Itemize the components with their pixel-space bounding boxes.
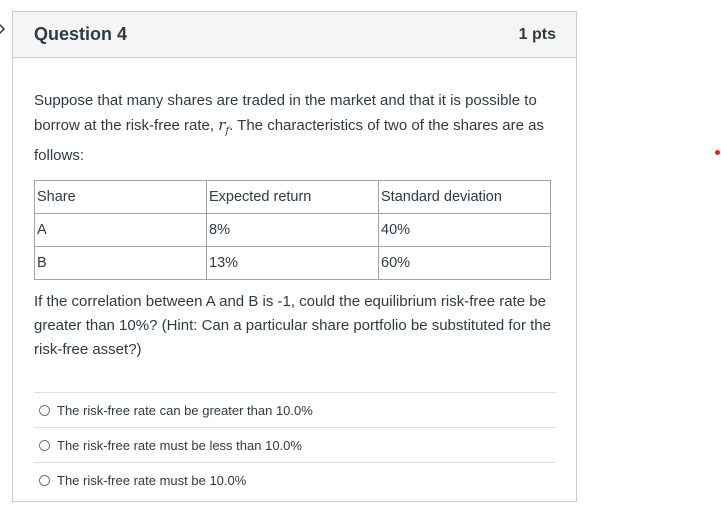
question-followup-text: If the correlation between A and B is -1… <box>34 293 551 358</box>
table-cell: 40% <box>378 213 551 247</box>
question-text-part2: . The characteristics of two of the shar… <box>34 117 544 164</box>
radio-button[interactable] <box>39 404 50 416</box>
table-header-cell: Standard deviation <box>378 180 551 214</box>
table-cell: B <box>34 246 207 280</box>
table-row: A 8% 40% <box>34 213 551 247</box>
question-text: Suppose that many shares are traded in t… <box>34 89 556 168</box>
table-header-cell: Share <box>34 180 207 214</box>
answer-option[interactable]: The risk-free rate can be greater than 1… <box>34 392 556 427</box>
radio-button[interactable] <box>39 474 50 486</box>
status-dot <box>715 150 720 155</box>
answer-label: The risk-free rate must be less than 10.… <box>57 437 302 453</box>
answer-label: The risk-free rate can be greater than 1… <box>57 402 313 418</box>
table-cell: 60% <box>378 246 551 280</box>
question-header: Question 4 1 pts <box>13 12 576 58</box>
question-title: Question 4 <box>34 24 128 44</box>
shares-table: Share Expected return Standard deviation… <box>34 180 551 280</box>
question-body: Suppose that many shares are traded in t… <box>13 89 576 497</box>
radio-button[interactable] <box>39 439 50 451</box>
table-row: B 13% 60% <box>34 246 551 280</box>
question-text-part1: Suppose that many shares are traded in t… <box>34 92 537 134</box>
answer-list: The risk-free rate can be greater than 1… <box>34 392 556 497</box>
answer-label: The risk-free rate must be 10.0% <box>57 472 247 488</box>
answer-option[interactable]: The risk-free rate must be less than 10.… <box>34 427 556 462</box>
risk-free-symbol: rf <box>218 116 230 137</box>
table-header-row: Share Expected return Standard deviation <box>34 180 551 214</box>
answer-option[interactable]: The risk-free rate must be 10.0% <box>34 462 556 497</box>
table-cell: 8% <box>206 213 379 247</box>
table-header-cell: Expected return <box>206 180 379 214</box>
table-cell: 13% <box>206 246 379 280</box>
question-points: 1 pts <box>518 25 556 43</box>
question-card: Question 4 1 pts Suppose that many share… <box>12 11 577 502</box>
table-cell: A <box>34 213 207 247</box>
chevron-right-icon[interactable] <box>0 22 6 36</box>
